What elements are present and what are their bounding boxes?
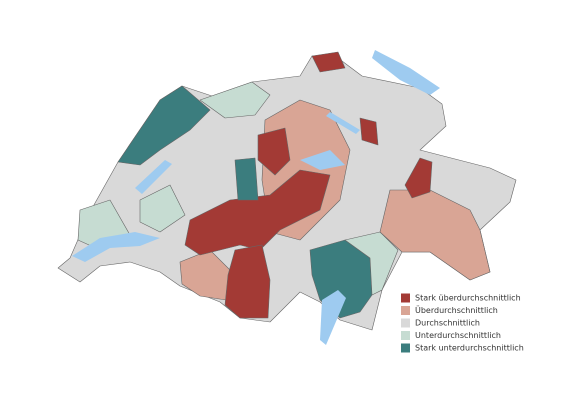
lake-neuchatel xyxy=(135,160,172,194)
legend: Stark überdurchschnittlich Überdurchschni… xyxy=(401,293,524,353)
region-schaffhausen xyxy=(311,51,346,73)
legend-swatch xyxy=(401,343,410,353)
legend-label: Durchschnittlich xyxy=(415,319,480,328)
region-jura xyxy=(117,85,211,166)
lake-constance xyxy=(372,50,440,95)
legend-label: Stark unterdurchschnittlich xyxy=(415,344,524,353)
legend-swatch xyxy=(401,306,410,315)
region-east-graubuenden xyxy=(379,189,491,281)
legend-swatch xyxy=(401,331,410,340)
legend-swatch xyxy=(401,318,410,328)
region-valais xyxy=(224,244,271,319)
legend-label: Unterdurchschnittlich xyxy=(415,331,501,340)
switzerland-map xyxy=(57,50,517,345)
region-basel xyxy=(257,127,291,176)
lake-lucerne xyxy=(300,150,345,170)
region-fribourg xyxy=(139,184,186,233)
region-neuchatel xyxy=(234,157,259,201)
lake-zurich xyxy=(326,112,360,134)
region-north xyxy=(199,81,271,119)
legend-label: Überdurchschnittlich xyxy=(415,305,498,315)
region-bern xyxy=(184,169,331,256)
region-chur xyxy=(404,157,433,199)
legend-label: Stark überdurchschnittlich xyxy=(415,294,521,303)
region-zug xyxy=(359,117,379,146)
legend-swatch xyxy=(401,293,410,303)
lake-maggiore xyxy=(320,290,346,345)
lake-geneva xyxy=(72,232,160,262)
